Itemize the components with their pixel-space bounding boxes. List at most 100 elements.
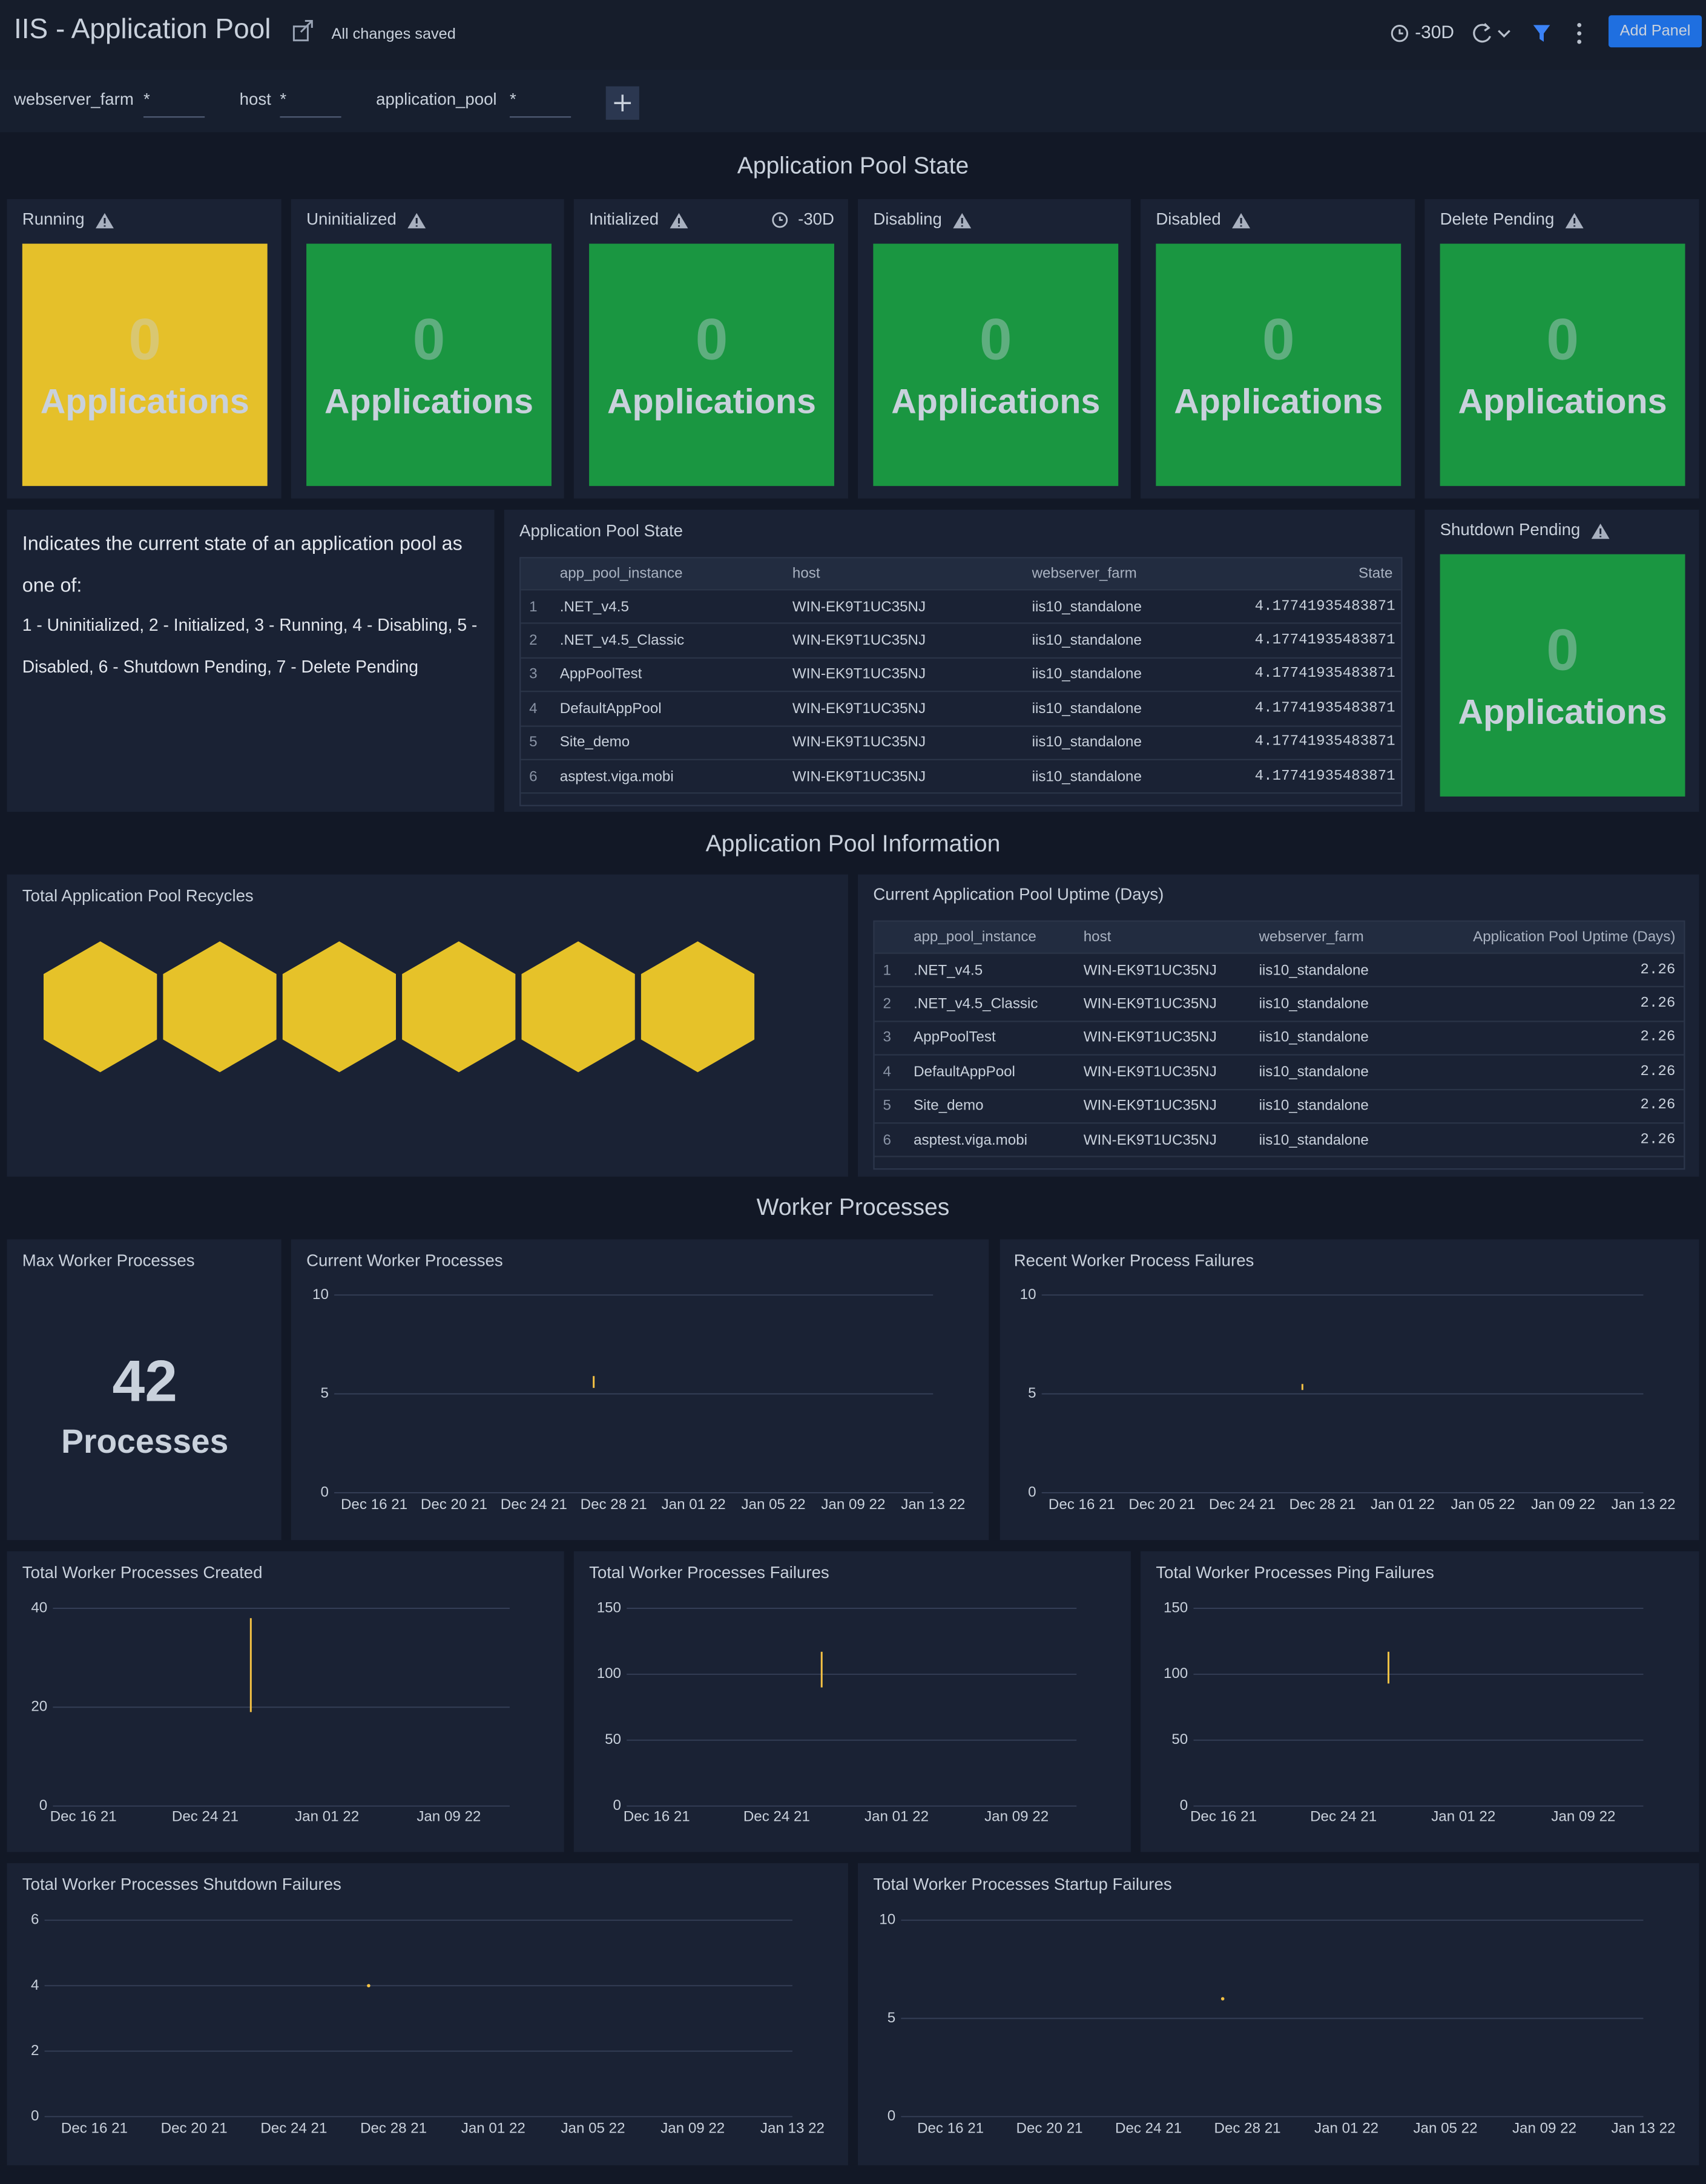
table-title: Application Pool State [519,521,683,540]
table-cell: iis10_standalone [1032,734,1142,751]
table-header: app_pool_instance host webserver_farm Appli… [874,921,1684,954]
table-cell: iis10_standalone [1032,700,1142,717]
tile-box [589,243,834,486]
table-cell: .NET_v4.5_Classic [559,632,685,650]
x-tick-label: Jan 13 22 [901,1496,965,1513]
x-tick-label: Dec 24 21 [260,2120,327,2137]
more-icon[interactable] [1577,22,1582,44]
y-tick-label: 50 [1171,1731,1188,1748]
table-cell: iis10_standalone [1032,598,1142,616]
x-tick-label: Jan 01 22 [1431,1808,1495,1824]
table-cell: 1 [529,598,538,616]
share-icon[interactable] [292,20,313,42]
table-cell: 2.26 [1640,1131,1676,1149]
description-text: 1 - Uninitialized, 2 - Initialized, 3 - … [22,615,478,676]
y-tick-label: 50 [605,1731,621,1748]
tile-box [22,243,268,486]
table-cell: 4.17741935483871 [1254,598,1395,616]
table-cell: WIN-EK9T1UC35NJ [1083,1097,1217,1114]
table-cell: WIN-EK9T1UC35NJ [1083,1131,1217,1149]
x-tick-label: Jan 01 22 [1314,2120,1378,2137]
table-cell: 2.26 [1640,1030,1676,1047]
table-cell: 1 [883,961,891,979]
hexagon [282,941,397,1073]
x-tick-label: Dec 24 21 [743,1808,810,1824]
panel-title: Total Application Pool Recycles [22,886,254,905]
table-cell: WIN-EK9T1UC35NJ [1083,995,1217,1013]
y-tick-label: 5 [888,2010,895,2026]
x-tick-label: Jan 01 22 [295,1808,359,1824]
tile-title: Disabling [873,209,942,228]
table-cell: .NET_v4.5 [559,598,629,616]
section-title: Application Pool State [737,153,969,179]
table: app_pool_instance host webserver_farm Appli… [873,920,1685,1171]
filter-name: application_pool [376,90,496,108]
refresh-icon[interactable] [1473,22,1510,43]
y-tick-label: 0 [31,2108,39,2124]
tile-unit: Applications [607,382,816,421]
x-tick-label: Jan 09 22 [660,2120,725,2137]
header-cell: Application Pool Uptime (Days) [1473,929,1676,946]
header-bar [0,0,1706,70]
table-cell: asptest.viga.mobi [559,768,674,785]
add-panel-label[interactable]: Add Panel [1620,22,1691,39]
table-cell: DefaultAppPool [914,1064,1015,1080]
clock-icon [772,212,788,228]
x-tick-label: Dec 24 21 [1209,1496,1276,1513]
filter-value[interactable]: * [143,90,150,108]
x-tick-label: Dec 16 21 [341,1496,407,1513]
tile-value: 0 [413,308,446,372]
plus-icon[interactable] [614,94,631,112]
x-tick-label: Dec 28 21 [360,2120,427,2137]
header-cell: host [792,565,820,582]
y-tick-label: 0 [1180,1797,1188,1814]
x-tick-label: Dec 20 21 [161,2120,228,2137]
table-cell: 2.26 [1640,1064,1676,1080]
table-row: 5 Site_demo WIN-EK9T1UC35NJ iis10_standalon… [521,726,1401,760]
table-cell: iis10_standalone [1032,632,1142,650]
y-tick-label: 2 [31,2042,39,2059]
x-tick-label: Dec 16 21 [50,1808,117,1824]
tile-box [1440,243,1685,486]
table-cell: iis10_standalone [1032,666,1142,683]
x-tick-label: Dec 16 21 [917,2120,984,2137]
clock-icon [1391,25,1409,42]
header-cell: app_pool_instance [559,565,683,582]
chart-title: Total Worker Processes Failures [589,1563,829,1582]
filter-value[interactable]: * [510,90,516,108]
x-tick-label: Jan 13 22 [1611,2120,1675,2137]
filter-icon[interactable] [1533,25,1550,42]
chart-title: Total Worker Processes Shutdown Failures [22,1875,341,1893]
panel [7,1863,848,2166]
table-cell: 4 [529,700,538,717]
table-cell: AppPoolTest [559,666,642,683]
panel [7,509,495,812]
y-tick-label: 5 [1028,1385,1036,1401]
chart-title: Current Worker Processes [306,1251,503,1269]
time-range[interactable]: -30D [1415,22,1454,42]
stat-value: 42 [113,1349,177,1413]
panel [858,1863,1699,2166]
hexagon [521,941,635,1073]
panel [7,1239,282,1541]
table-row: 1 .NET_v4.5 WIN-EK9T1UC35NJ iis10_standalon… [874,954,1684,988]
table-cell: 3 [529,666,538,683]
table-cell: WIN-EK9T1UC35NJ [792,700,926,717]
y-tick-label: 0 [1028,1484,1036,1500]
table-row: 2 .NET_v4.5_Classic WIN-EK9T1UC35NJ iis10_s… [874,988,1684,1022]
table-cell: Site_demo [559,734,630,751]
x-tick-label: Jan 13 22 [1611,1496,1675,1513]
table-row: 4 DefaultAppPool WIN-EK9T1UC35NJ iis10_stan… [521,692,1401,726]
tile-value: 0 [1546,618,1579,683]
series-point [367,1984,371,1988]
table-cell: WIN-EK9T1UC35NJ [792,666,926,683]
chart-title: Total Worker Processes Startup Failures [873,1875,1171,1893]
filter-value[interactable]: * [280,90,286,108]
tile-title: Delete Pending [1440,209,1555,228]
tile-value: 0 [1262,308,1295,372]
add-panel-button[interactable] [1608,15,1702,48]
y-tick-label: 0 [39,1797,47,1814]
table-cell: WIN-EK9T1UC35NJ [792,734,926,751]
y-tick-label: 100 [1164,1665,1188,1682]
